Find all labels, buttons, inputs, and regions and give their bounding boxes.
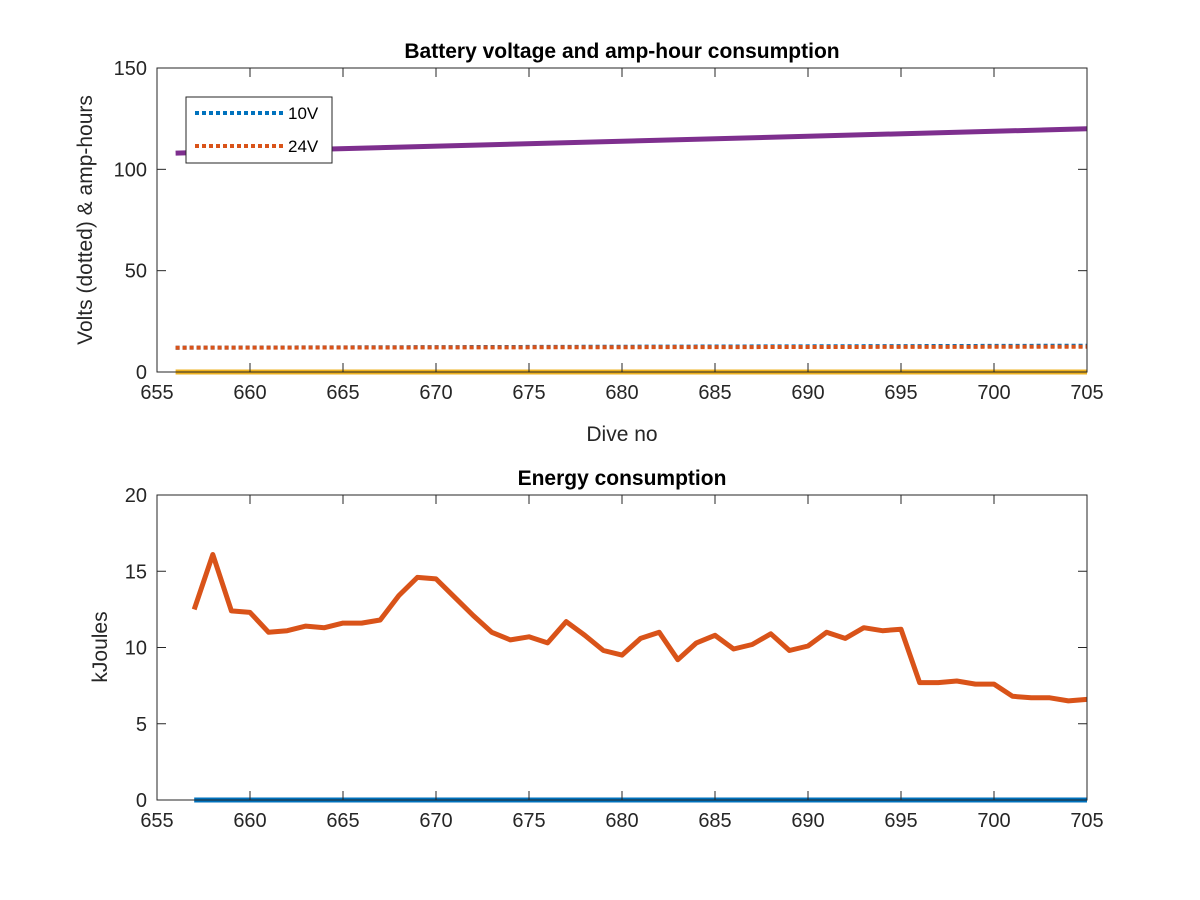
bottom-y-axis-label: kJoules (89, 611, 112, 682)
top-x-tick-label: 685 (698, 382, 731, 404)
top-series-1-line (175, 344, 1088, 350)
bottom-ticks: 655 660 665 670 675 680 685 690 695 700 705 0 5 10 15 2… (125, 485, 1104, 832)
bottom-axes: 655 660 665 670 675 680 685 690 695 700 705 0 5 10 15 2… (89, 467, 1104, 832)
top-x-tick-label: 655 (140, 382, 173, 404)
bottom-x-tick-label: 685 (698, 810, 731, 832)
bottom-y-tick-label: 10 (125, 638, 147, 660)
top-chart-title: Battery voltage and amp-hour consumption (404, 40, 839, 63)
bottom-axes-box (156, 494, 1088, 801)
bottom-plot-area (157, 495, 1087, 800)
bottom-x-tick-label: 700 (977, 810, 1010, 832)
bottom-x-tick-label: 690 (791, 810, 824, 832)
legend-label-10v: 10V (288, 104, 319, 123)
bottom-y-tick-label: 5 (136, 714, 147, 736)
top-x-axis-label: Dive no (586, 423, 657, 446)
bottom-x-tick-label: 675 (512, 810, 545, 832)
bottom-y-tick-label: 0 (136, 790, 147, 812)
bottom-chart-title: Energy consumption (518, 467, 727, 490)
top-y-tick-label: 150 (114, 58, 147, 80)
top-axes-box (156, 67, 1088, 373)
bottom-x-tick-label: 705 (1070, 810, 1103, 832)
top-y-tick-label: 0 (136, 362, 147, 384)
top-x-tick-label: 690 (791, 382, 824, 404)
bottom-x-tick-label: 680 (605, 810, 638, 832)
bottom-x-tick-label: 655 (140, 810, 173, 832)
bottom-x-tick-label: 670 (419, 810, 452, 832)
bottom-x-tick-label: 660 (233, 810, 266, 832)
bottom-x-tick-label: 695 (884, 810, 917, 832)
bottom-x-tick-label: 665 (326, 810, 359, 832)
legend-label-24v: 24V (288, 137, 319, 156)
legend: 10V 24V (185, 96, 333, 164)
top-x-tick-label: 670 (419, 382, 452, 404)
top-x-tick-label: 705 (1070, 382, 1103, 404)
top-x-tick-label: 700 (977, 382, 1010, 404)
top-x-tick-label: 680 (605, 382, 638, 404)
top-y-axis-label: Volts (dotted) & amp-hours (74, 95, 97, 345)
top-ticks: 655 660 665 670 675 680 685 690 695 700 705 0 50 100 1… (114, 58, 1104, 404)
top-y-tick-label: 50 (125, 261, 147, 283)
bottom-series-0-line (191, 552, 1088, 704)
top-x-tick-label: 675 (512, 382, 545, 404)
bottom-y-tick-label: 20 (125, 485, 147, 507)
bottom-y-tick-label: 15 (125, 561, 147, 583)
top-axes: 655 660 665 670 675 680 685 690 695 700 705 0 50 100 1… (74, 40, 1104, 446)
top-x-tick-label: 660 (233, 382, 266, 404)
top-y-tick-label: 100 (114, 159, 147, 181)
top-x-tick-label: 665 (326, 382, 359, 404)
legend-box (185, 96, 333, 164)
top-x-tick-label: 695 (884, 382, 917, 404)
